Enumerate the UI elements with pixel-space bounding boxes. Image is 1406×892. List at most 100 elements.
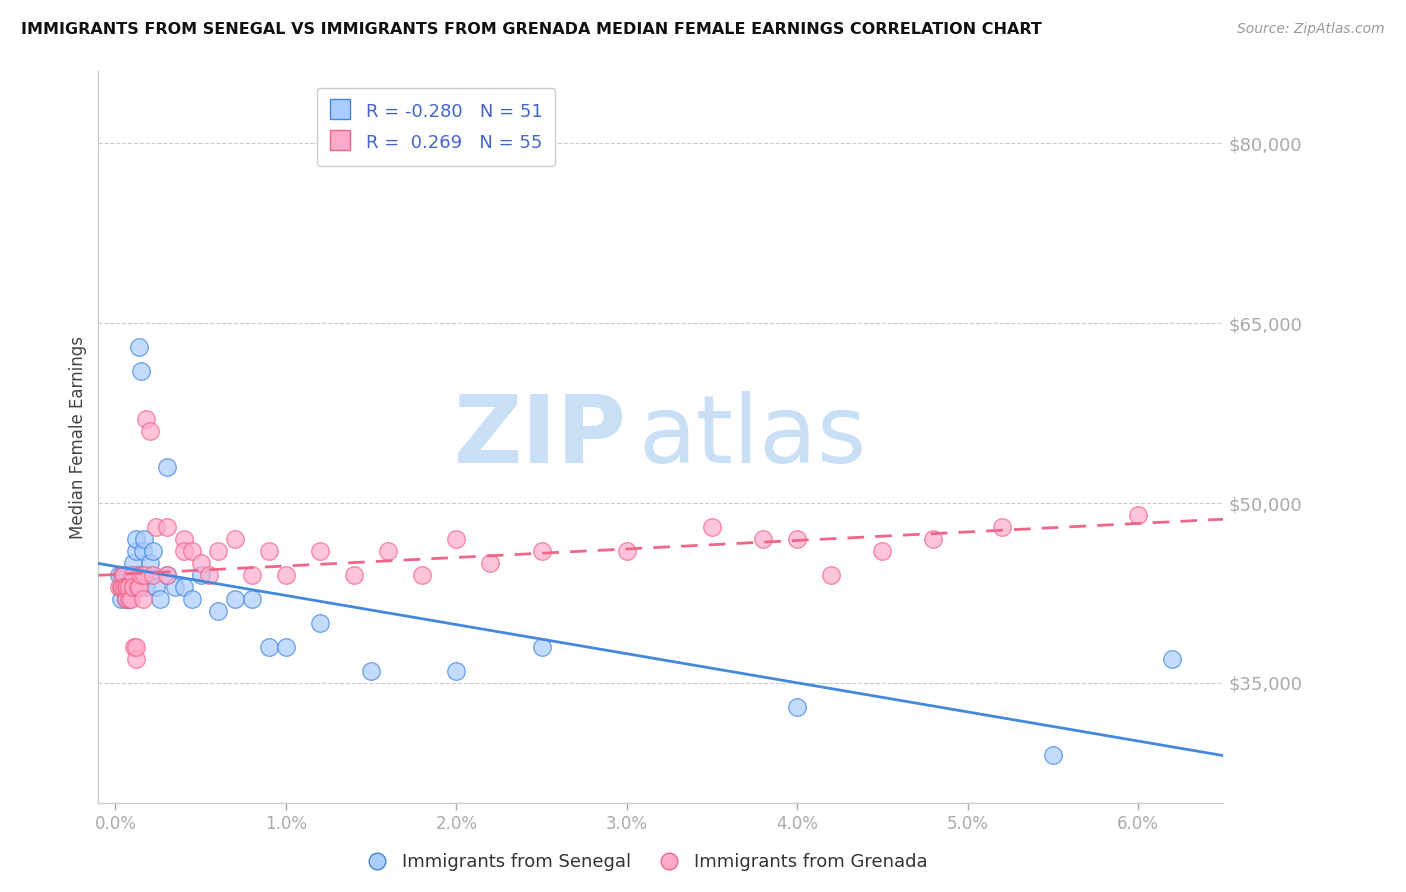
Point (111, 580, 134, 594)
Legend: R = -0.280   N = 51, R =  0.269   N = 55: R = -0.280 N = 51, R = 0.269 N = 55 (316, 87, 555, 166)
Point (114, 580, 136, 594)
Point (121, 580, 143, 594)
Point (111, 580, 134, 594)
Point (118, 591, 141, 606)
Point (125, 640, 148, 654)
Point (616, 544, 638, 558)
Point (411, 568, 433, 582)
Point (257, 544, 280, 558)
Point (181, 544, 204, 558)
Point (110, 580, 132, 594)
Point (114, 591, 136, 606)
Point (145, 580, 167, 594)
Point (108, 568, 131, 582)
Point (173, 544, 195, 558)
Legend: Immigrants from Senegal, Immigrants from Grenada: Immigrants from Senegal, Immigrants from… (359, 847, 935, 879)
Point (377, 544, 399, 558)
Point (240, 591, 263, 606)
Point (198, 568, 221, 582)
Text: ZIP: ZIP (454, 391, 627, 483)
Point (120, 580, 142, 594)
Point (111, 568, 134, 582)
Text: atlas: atlas (638, 391, 866, 483)
Point (257, 640, 280, 654)
Point (138, 424, 160, 438)
Point (479, 556, 502, 570)
Point (138, 556, 160, 570)
Point (135, 412, 157, 426)
Point (111, 568, 134, 582)
Point (190, 556, 212, 570)
Point (145, 520, 167, 534)
Point (114, 568, 136, 582)
Point (117, 580, 139, 594)
Point (120, 591, 142, 606)
Point (112, 568, 135, 582)
Point (110, 591, 132, 606)
Point (240, 568, 263, 582)
Point (118, 591, 141, 606)
Point (114, 580, 136, 594)
Point (446, 532, 468, 546)
Point (274, 568, 297, 582)
Point (118, 580, 141, 594)
Point (165, 580, 187, 594)
Point (309, 615, 332, 630)
Point (142, 544, 165, 558)
Point (343, 568, 366, 582)
Point (112, 580, 135, 594)
Text: Source: ZipAtlas.com: Source: ZipAtlas.com (1237, 22, 1385, 37)
Point (149, 591, 172, 606)
Point (181, 591, 204, 606)
Point (134, 532, 156, 546)
Point (786, 699, 808, 714)
Point (173, 532, 195, 546)
Point (1126, 508, 1149, 522)
Point (786, 532, 808, 546)
Point (129, 364, 152, 378)
Point (155, 460, 177, 475)
Point (132, 591, 155, 606)
Point (274, 640, 297, 654)
Point (125, 532, 148, 546)
Point (121, 580, 143, 594)
Point (530, 544, 553, 558)
Text: IMMIGRANTS FROM SENEGAL VS IMMIGRANTS FROM GRENADA MEDIAN FEMALE EARNINGS CORREL: IMMIGRANTS FROM SENEGAL VS IMMIGRANTS FR… (21, 22, 1042, 37)
Point (127, 580, 149, 594)
Point (990, 520, 1012, 534)
Point (752, 532, 775, 546)
Point (125, 652, 148, 666)
Point (446, 664, 468, 678)
Point (530, 640, 553, 654)
Point (108, 580, 131, 594)
Point (128, 580, 150, 594)
Point (155, 568, 177, 582)
Point (112, 568, 135, 582)
Point (190, 568, 212, 582)
Point (872, 544, 894, 558)
Point (922, 532, 945, 546)
Point (128, 340, 150, 354)
Point (138, 568, 160, 582)
Point (820, 568, 842, 582)
Point (173, 580, 195, 594)
Point (207, 604, 229, 618)
Point (142, 568, 165, 582)
Point (112, 580, 135, 594)
Y-axis label: Median Female Earnings: Median Female Earnings (69, 335, 87, 539)
Point (224, 532, 246, 546)
Point (114, 591, 136, 606)
Point (155, 568, 177, 582)
Point (700, 520, 723, 534)
Point (122, 640, 145, 654)
Point (224, 591, 246, 606)
Point (117, 591, 139, 606)
Point (1161, 652, 1184, 666)
Point (132, 544, 155, 558)
Point (155, 520, 177, 534)
Point (134, 568, 156, 582)
Point (207, 544, 229, 558)
Point (117, 568, 139, 582)
Point (129, 568, 152, 582)
Point (121, 556, 143, 570)
